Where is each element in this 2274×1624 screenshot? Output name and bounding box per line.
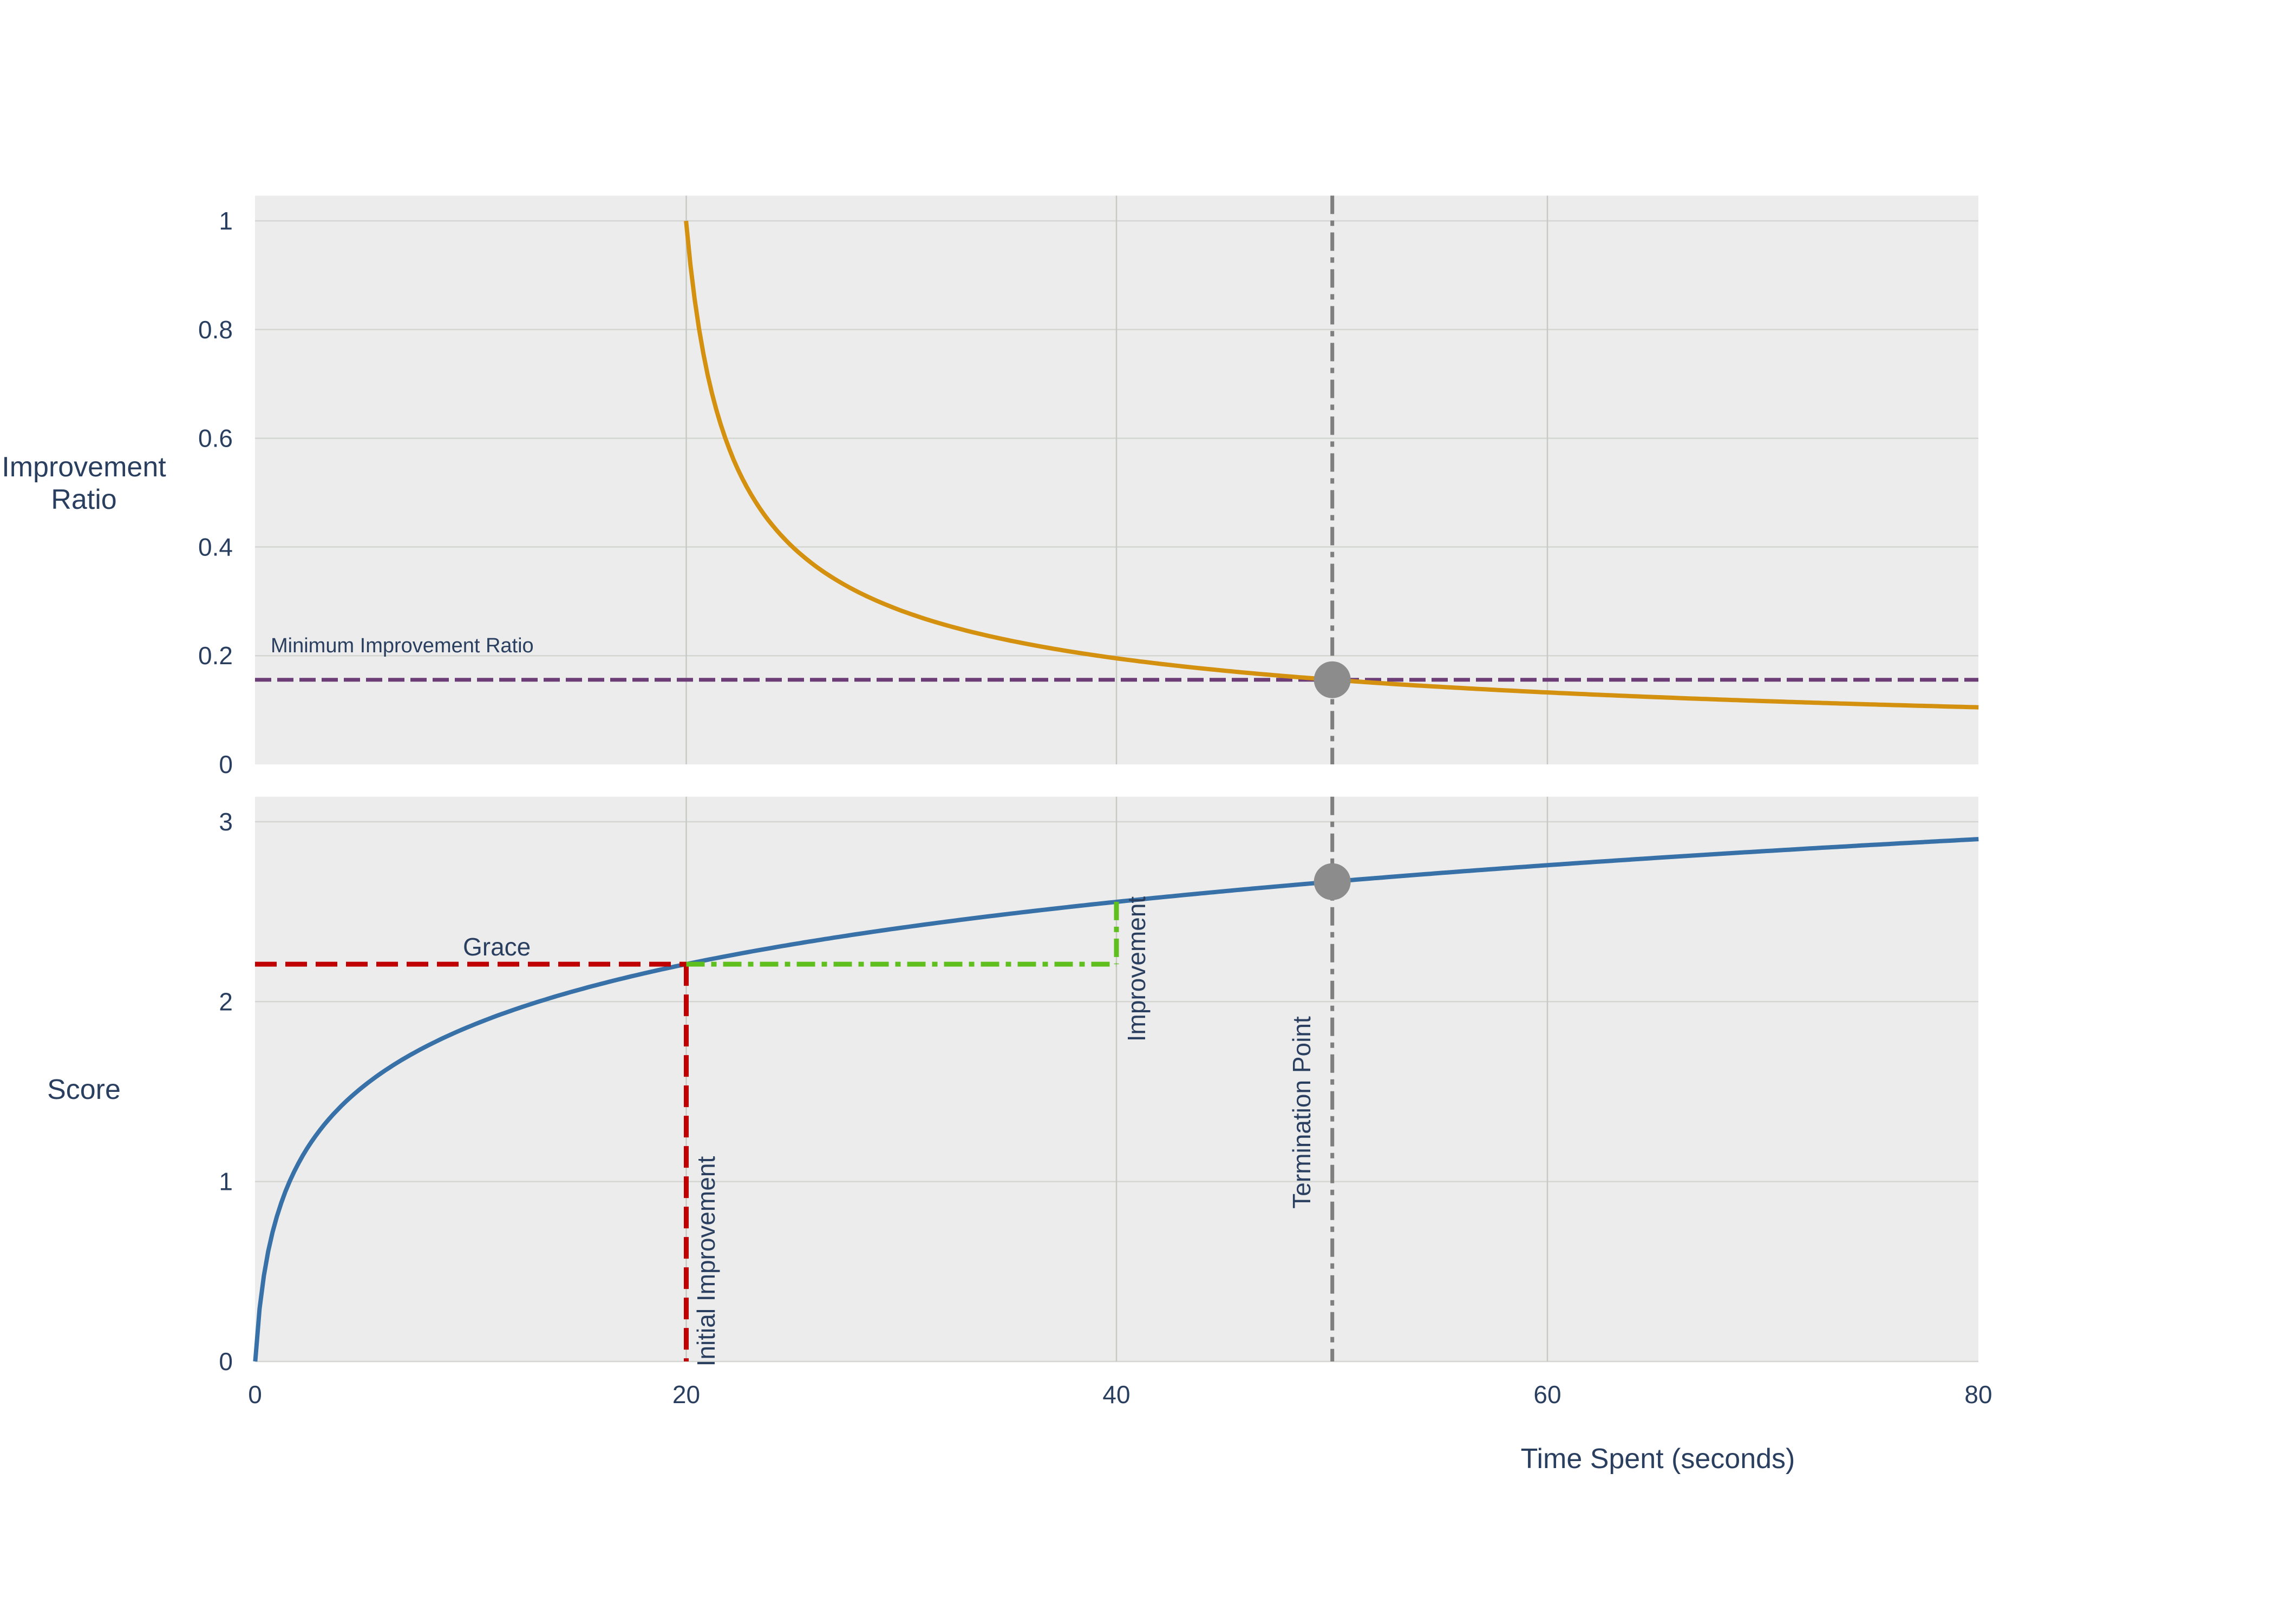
svg-text:Initial Improvement: Initial Improvement <box>692 1156 720 1366</box>
svg-text:Improvement: Improvement <box>1122 896 1151 1042</box>
svg-text:Termination Point: Termination Point <box>1288 1016 1316 1209</box>
svg-text:80: 80 <box>1964 1380 1992 1409</box>
svg-text:1: 1 <box>219 1168 233 1196</box>
svg-text:0: 0 <box>219 750 233 778</box>
svg-text:Score: Score <box>47 1074 121 1105</box>
svg-text:0: 0 <box>219 1347 233 1376</box>
svg-text:40: 40 <box>1102 1380 1130 1409</box>
svg-text:Minimum Improvement Ratio: Minimum Improvement Ratio <box>271 634 534 657</box>
svg-text:Grace: Grace <box>463 933 531 961</box>
svg-text:Time Spent (seconds): Time Spent (seconds) <box>1521 1443 1795 1475</box>
svg-text:0.2: 0.2 <box>198 641 233 670</box>
svg-text:Improvement: Improvement <box>2 451 166 483</box>
svg-text:0: 0 <box>248 1380 262 1409</box>
svg-text:2: 2 <box>219 987 233 1016</box>
svg-text:0.8: 0.8 <box>198 316 233 344</box>
svg-text:0.6: 0.6 <box>198 424 233 453</box>
svg-text:20: 20 <box>672 1380 700 1409</box>
svg-text:1: 1 <box>219 207 233 235</box>
svg-text:0.4: 0.4 <box>198 533 233 561</box>
svg-text:60: 60 <box>1533 1380 1561 1409</box>
svg-text:3: 3 <box>219 808 233 836</box>
svg-text:Ratio: Ratio <box>51 484 116 515</box>
